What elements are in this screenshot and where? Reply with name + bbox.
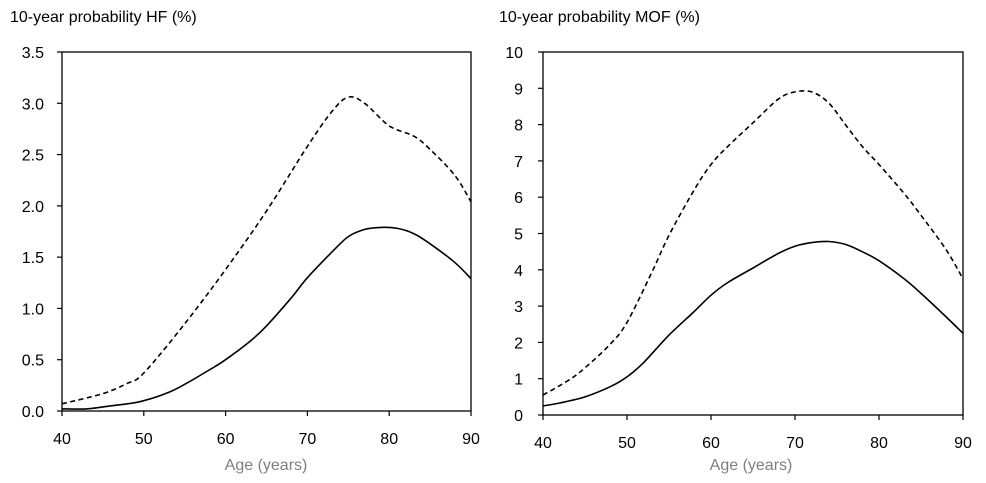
hf-x-tick-label: 90 xyxy=(462,431,480,448)
mof-y-tick-label: 4 xyxy=(514,263,523,280)
hf-x-tick-label: 50 xyxy=(135,431,153,448)
hf-y-tick-label: 1.0 xyxy=(22,301,44,318)
mof-y-tick-label: 7 xyxy=(514,154,523,171)
hf-chart-title: 10-year probability HF (%) xyxy=(10,9,197,26)
hf-solid-line xyxy=(61,226,472,410)
hf-y-tick-label: 3.0 xyxy=(22,96,44,113)
mof-x-tick-label: 50 xyxy=(618,435,636,452)
hf-y-tick-label: 2.0 xyxy=(22,199,44,216)
mof-x-tick-label: 80 xyxy=(870,435,888,452)
hf-chart: 0.0 0.5 1.0 1.5 2.0 2.5 3.0 3.5 40 50 60 70 80 90 xyxy=(22,45,480,448)
mof-y-tick-label: 9 xyxy=(514,81,523,98)
hf-y-tick-label: 0.0 xyxy=(22,404,44,421)
mof-x-tick-label: 90 xyxy=(954,435,972,452)
mof-y-tick-label: 2 xyxy=(514,335,523,352)
hf-y-tick-label: 2.5 xyxy=(22,148,44,165)
hf-x-tick-label: 70 xyxy=(299,431,317,448)
hf-x-tick-label: 60 xyxy=(217,431,235,448)
hf-x-axis-label: Age (years) xyxy=(224,457,308,474)
mof-chart: 0 1 2 3 4 5 6 7 8 9 10 40 50 60 70 80 90 xyxy=(505,45,972,452)
mof-x-tick-label: 60 xyxy=(702,435,720,452)
mof-x-tick-label: 70 xyxy=(786,435,804,452)
mof-y-tick-label: 8 xyxy=(514,118,523,135)
mof-y-tick-label: 5 xyxy=(514,227,523,244)
mof-y-tick-label: 10 xyxy=(505,45,523,62)
hf-y-tick-label: 3.5 xyxy=(22,45,44,62)
mof-dashed-line xyxy=(542,89,964,396)
mof-plot-frame xyxy=(542,51,964,416)
mof-x-axis-label: Age (years) xyxy=(709,457,793,474)
mof-solid-line xyxy=(542,240,964,407)
hf-dashed-line xyxy=(61,95,472,405)
mof-y-tick-label: 1 xyxy=(514,372,523,389)
mof-y-tick-label: 3 xyxy=(514,299,523,316)
hf-plot-frame xyxy=(61,51,472,412)
hf-x-tick-label: 40 xyxy=(53,431,71,448)
mof-y-tick-label: 0 xyxy=(514,408,523,425)
mof-y-tick-label: 6 xyxy=(514,190,523,207)
hf-y-tick-label: 1.5 xyxy=(22,250,44,267)
hf-x-tick-label: 80 xyxy=(380,431,398,448)
mof-x-tick-label: 40 xyxy=(534,435,552,452)
mof-chart-title: 10-year probability MOF (%) xyxy=(499,9,700,26)
hf-y-tick-label: 0.5 xyxy=(22,353,44,370)
